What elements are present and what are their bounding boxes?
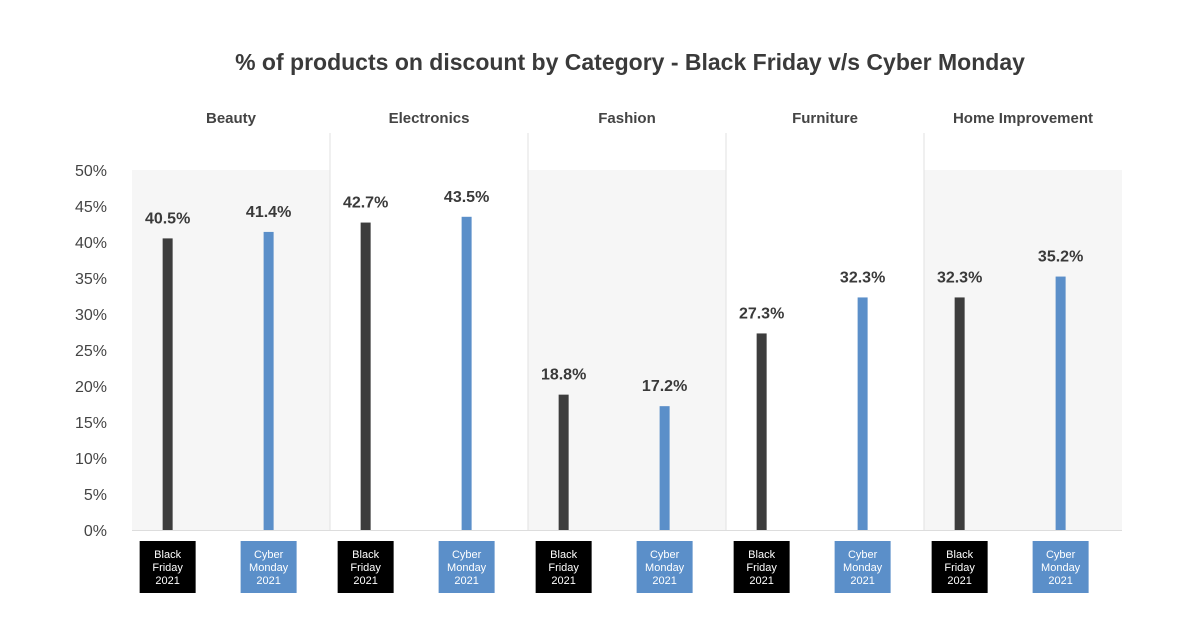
series-label-text: Black: [154, 549, 181, 561]
series-label-text: Cyber: [848, 549, 878, 561]
series-label-text: Monday: [249, 562, 289, 574]
bar-value-label: 40.5%: [145, 210, 190, 227]
y-tick-label: 15%: [75, 415, 107, 432]
bar-value-label: 18.8%: [541, 367, 586, 384]
series-label-text: 2021: [749, 575, 773, 587]
y-tick-label: 20%: [75, 379, 107, 396]
series-label-text: Cyber: [452, 549, 482, 561]
category-header: Fashion: [598, 110, 656, 127]
series-label-text: Cyber: [1046, 549, 1076, 561]
y-tick-label: 0%: [84, 523, 107, 540]
series-label-text: 2021: [454, 575, 478, 587]
series-label-text: Black: [352, 549, 379, 561]
y-tick-label: 40%: [75, 235, 107, 252]
bar-value-label: 35.2%: [1038, 249, 1083, 266]
chart-title: % of products on discount by Category - …: [235, 49, 1025, 75]
bar-value-label: 32.3%: [937, 269, 982, 286]
series-label-text: Monday: [447, 562, 487, 574]
y-tick-label: 30%: [75, 307, 107, 324]
bar-value-label: 27.3%: [739, 305, 784, 322]
y-tick-label: 5%: [84, 487, 107, 504]
series-label-text: Friday: [350, 562, 381, 574]
series-label-text: Black: [748, 549, 775, 561]
bar-value-label: 43.5%: [444, 189, 489, 206]
bar: [659, 406, 670, 530]
series-label-text: Cyber: [650, 549, 680, 561]
y-tick-label: 35%: [75, 271, 107, 288]
category-panel: [528, 170, 726, 530]
series-label-text: 2021: [1048, 575, 1072, 587]
series-label-text: 2021: [652, 575, 676, 587]
series-label-box: [337, 541, 394, 593]
series-label-box: [1032, 541, 1089, 593]
bar-value-label: 42.7%: [343, 195, 388, 212]
series-label-box: [139, 541, 196, 593]
series-label-text: 2021: [353, 575, 377, 587]
series-label-text: Black: [946, 549, 973, 561]
series-label-text: Friday: [548, 562, 579, 574]
category-header: Furniture: [792, 110, 858, 127]
series-label-text: 2021: [155, 575, 179, 587]
bar: [857, 297, 868, 530]
series-label-text: Cyber: [254, 549, 284, 561]
series-label-text: Friday: [746, 562, 777, 574]
bar-value-label: 32.3%: [840, 269, 885, 286]
bar: [263, 231, 274, 531]
series-label-text: 2021: [947, 575, 971, 587]
series-label-text: Friday: [944, 562, 975, 574]
series-label-box: [834, 541, 891, 593]
bar: [558, 394, 569, 530]
series-label-box: [240, 541, 297, 593]
category-panel: [924, 170, 1122, 530]
series-label-box: [438, 541, 495, 593]
series-label-text: Monday: [843, 562, 883, 574]
series-label-box: [535, 541, 592, 593]
y-tick-label: 25%: [75, 343, 107, 360]
series-label-text: 2021: [551, 575, 575, 587]
bar-value-label: 41.4%: [246, 204, 291, 221]
series-label-text: Monday: [1041, 562, 1081, 574]
bar: [461, 216, 472, 531]
category-header: Beauty: [206, 110, 257, 127]
category-panel: [726, 170, 924, 530]
y-tick-label: 45%: [75, 199, 107, 216]
series-label-text: 2021: [256, 575, 280, 587]
bar: [162, 238, 173, 530]
bar: [1055, 276, 1066, 530]
y-tick-label: 50%: [75, 163, 107, 180]
bar: [756, 333, 767, 530]
series-label-text: Friday: [152, 562, 183, 574]
bar-value-label: 17.2%: [642, 378, 687, 395]
series-label-box: [636, 541, 693, 593]
series-label-text: Black: [550, 549, 577, 561]
series-label-box: [931, 541, 988, 593]
series-label-text: 2021: [850, 575, 874, 587]
category-header: Home Improvement: [953, 110, 1093, 127]
series-label-text: Monday: [645, 562, 685, 574]
y-tick-label: 10%: [75, 451, 107, 468]
bar: [954, 297, 965, 530]
category-header: Electronics: [389, 110, 470, 127]
category-panel: [330, 170, 528, 530]
series-label-box: [733, 541, 790, 593]
bar: [360, 222, 371, 530]
